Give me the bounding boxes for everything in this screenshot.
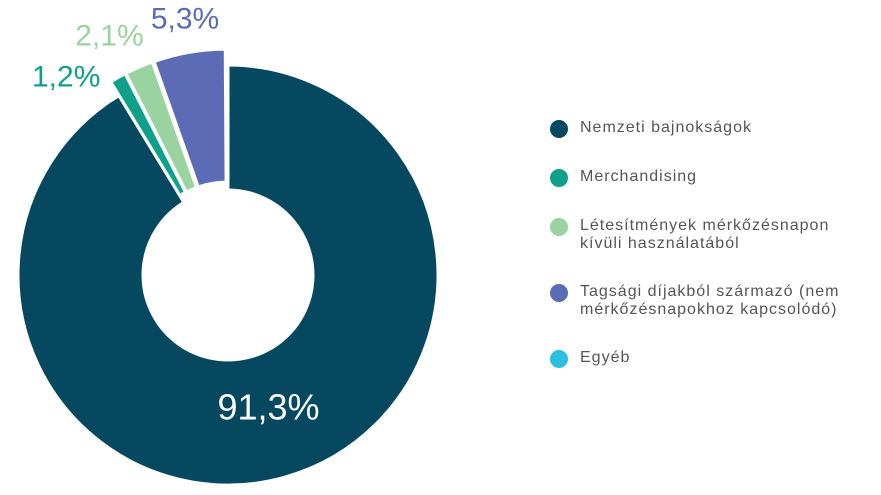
legend-item: Egyéb <box>550 349 870 368</box>
legend-label: Merchandising <box>580 168 698 185</box>
value-label: 2,1% <box>75 19 143 52</box>
legend-label: Nemzeti bajnokságok <box>580 119 752 136</box>
legend-item: Létesítmények mérkőzésnapon kívüli haszn… <box>550 217 870 253</box>
legend-label: Létesítmények mérkőzésnapon kívüli haszn… <box>580 217 830 252</box>
legend-swatch <box>550 169 568 187</box>
legend-item: Merchandising <box>550 168 870 187</box>
legend-swatch <box>550 284 568 302</box>
legend: Nemzeti bajnokságok Merchandising Létesítm… <box>550 119 870 368</box>
value-label: 5,3% <box>151 3 219 36</box>
slice <box>225 47 230 184</box>
chart: 91,3% 1,2% 2,1%5,3% <box>16 3 440 487</box>
legend-item: Tagsági díjakból származó (nem mérkőzésn… <box>550 283 870 319</box>
legend-item: Nemzeti bajnokságok <box>550 119 870 138</box>
slice <box>16 63 440 487</box>
legend-swatch <box>550 350 568 368</box>
slice <box>123 60 199 194</box>
value-label: 91,3% <box>217 386 319 427</box>
legend-swatch <box>550 218 568 236</box>
legend-swatch <box>550 120 568 138</box>
legend-label: Egyéb <box>580 349 631 366</box>
legend-label: Tagsági díjakból származó (nem mérkőzésn… <box>580 283 840 318</box>
value-label: 1,2% <box>32 61 100 94</box>
